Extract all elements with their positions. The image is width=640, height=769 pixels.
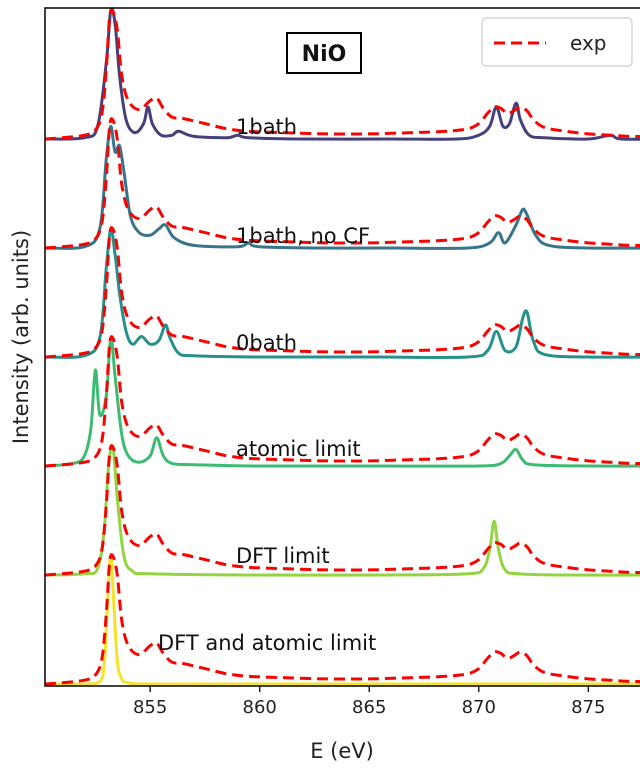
legend: exp (481, 17, 633, 67)
exp-line-4 (44, 444, 640, 577)
x-tick-label-3: 870 (462, 697, 496, 718)
series-label-5: DFT and atomic limit (158, 631, 376, 655)
legend-frame (481, 17, 633, 67)
series-group-5 (44, 553, 640, 686)
x-tick-label-4: 875 (571, 697, 605, 718)
exp-line-5 (44, 553, 640, 686)
plot-area (44, 7, 640, 686)
curve-labels: 1bath 1bath, no CF 0bath atomic limit DFT li… (158, 115, 376, 655)
series-group-2 (44, 226, 640, 359)
series-line-3 (44, 336, 640, 468)
series-group-4 (44, 444, 640, 577)
series-label-3: atomic limit (236, 437, 361, 461)
x-tick-label-1: 860 (243, 697, 277, 718)
x-tick-label-2: 865 (352, 697, 386, 718)
series-line-5 (44, 554, 640, 686)
series-group-1 (44, 117, 640, 250)
exp-line-1 (44, 117, 640, 250)
chart-title: NiO (302, 42, 347, 67)
x-tick-label-0: 855 (133, 697, 167, 718)
chart-title-box: NiO (286, 32, 362, 74)
series-group-0 (44, 7, 640, 141)
x-axis: 855 860 865 870 875 (133, 686, 606, 718)
series-label-4: DFT limit (236, 544, 330, 568)
series-label-1: 1bath, no CF (236, 224, 370, 248)
series-line-0 (44, 7, 640, 141)
series-line-1 (44, 124, 640, 250)
series-label-2: 0bath (236, 331, 297, 355)
exp-line-2 (44, 226, 640, 359)
plot-frame (44, 7, 640, 687)
y-axis-title: Intensity (arb. units) (9, 230, 33, 444)
exp-line-3 (44, 335, 640, 468)
series-label-0: 1bath (236, 115, 297, 139)
series-line-2 (44, 227, 640, 359)
legend-label-exp: exp (570, 31, 606, 55)
x-axis-title: E (eV) (310, 739, 374, 763)
exp-line-0 (44, 8, 640, 141)
chart-title-frame (286, 32, 362, 74)
series-group-3 (44, 335, 640, 468)
